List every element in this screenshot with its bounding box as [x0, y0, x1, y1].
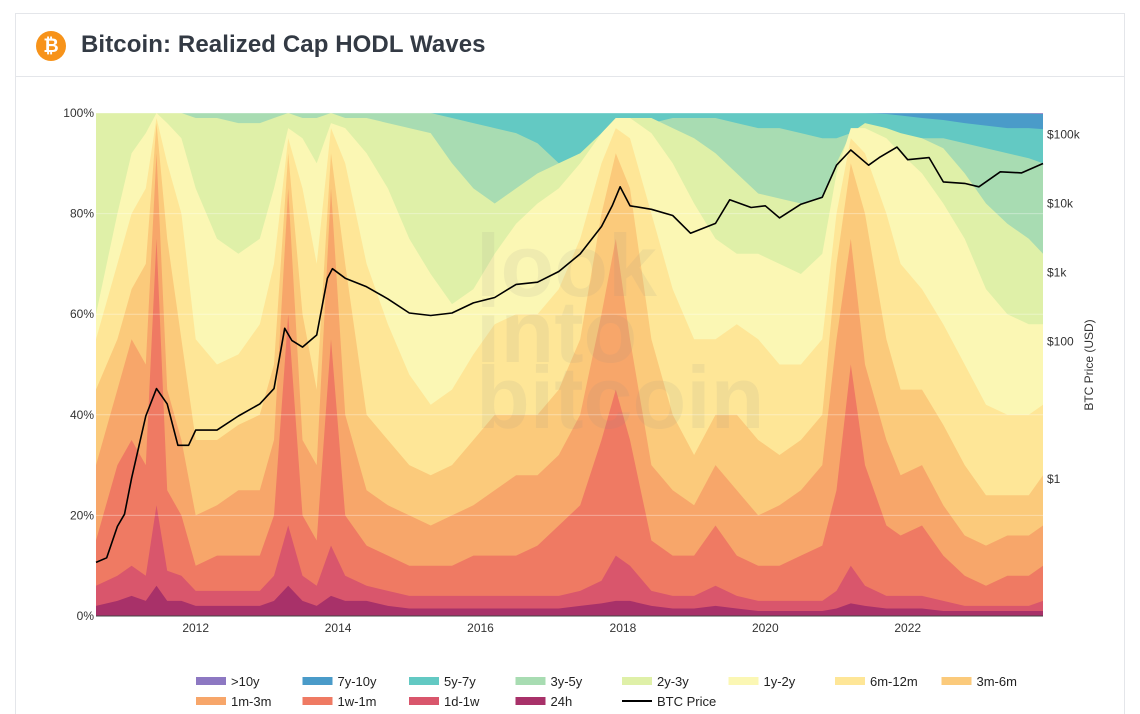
- legend-swatch: [409, 697, 439, 705]
- legend-swatch: [515, 697, 546, 705]
- legend-item-5y-7y[interactable]: 5y-7y: [409, 674, 476, 689]
- legend-item-btc-price[interactable]: BTC Price: [622, 694, 716, 709]
- legend-item-6m-12m[interactable]: 6m-12m: [835, 674, 918, 689]
- y-right-tick-label: $1k: [1047, 266, 1067, 280]
- legend-label: 6m-12m: [870, 674, 918, 689]
- page-title: Bitcoin: Realized Cap HODL Waves: [81, 31, 486, 58]
- legend-label: 1y-2y: [764, 674, 796, 689]
- y-right-tick-label: $10k: [1047, 197, 1074, 211]
- x-tick-label: 2016: [467, 621, 494, 635]
- legend-swatch: [196, 697, 226, 705]
- y-left-tick-label: 0%: [77, 609, 95, 623]
- legend-item-7y-10y[interactable]: 7y-10y: [302, 674, 378, 689]
- bitcoin-logo-icon: ₿: [36, 31, 66, 61]
- y-right-axis-title: BTC Price (USD): [1082, 319, 1096, 410]
- watermark-text: bitcoin: [476, 348, 764, 447]
- y-left-tick-label: 20%: [70, 508, 94, 522]
- price-layer: [95, 146, 1044, 564]
- legend-label: 3m-6m: [977, 674, 1017, 689]
- y-right-tick-label: $100: [1047, 334, 1074, 348]
- area-layer: [96, 113, 1043, 617]
- legend-item-2y-3y[interactable]: 2y-3y: [622, 674, 689, 689]
- y-left-tick-label: 40%: [70, 408, 94, 422]
- legend-swatch: [728, 677, 759, 685]
- legend-swatch: [622, 677, 652, 685]
- legend-label: 1w-1m: [338, 694, 377, 709]
- y-right-tick-label: $100k: [1047, 128, 1081, 142]
- legend-label: 2y-3y: [657, 674, 689, 689]
- legend-label: 3y-5y: [551, 674, 583, 689]
- x-tick-label: 2014: [325, 621, 352, 635]
- area-24h: [96, 585, 1043, 616]
- legend-item-gt10y[interactable]: >10y: [196, 674, 260, 689]
- x-tick-label: 2018: [610, 621, 637, 635]
- area-1w-1m: [96, 238, 1043, 617]
- legend-item-24h[interactable]: 24h: [515, 694, 573, 709]
- y-left-tick-label: 80%: [70, 207, 94, 221]
- legend-swatch: [835, 677, 865, 685]
- y-left-tick-label: 60%: [70, 307, 94, 321]
- y-left-tick-label: 100%: [63, 106, 94, 120]
- legend-swatch: [409, 677, 439, 685]
- legend-item-1m-3m[interactable]: 1m-3m: [196, 694, 271, 709]
- legend-label: 1m-3m: [231, 694, 271, 709]
- area-1d-1w: [96, 505, 1043, 616]
- legend-swatch: [515, 677, 546, 685]
- x-tick-label: 2022: [894, 621, 921, 635]
- legend-label: 24h: [551, 694, 573, 709]
- watermark-text: into: [476, 282, 637, 381]
- legend-item-1d-1w[interactable]: 1d-1w: [409, 694, 480, 709]
- legend-label: >10y: [231, 674, 260, 689]
- legend-label: 1d-1w: [444, 694, 480, 709]
- legend-label: 7y-10y: [338, 674, 378, 689]
- btc-price-line: [95, 146, 1044, 564]
- y-right-tick-label: $1: [1047, 472, 1061, 486]
- legend-swatch: [302, 697, 333, 705]
- x-tick-label: 2020: [752, 621, 779, 635]
- legend-item-1w-1m[interactable]: 1w-1m: [302, 694, 377, 709]
- legend-label: 5y-7y: [444, 674, 476, 689]
- legend-swatch: [941, 677, 972, 685]
- legend-swatch: [302, 677, 333, 685]
- legend-label: BTC Price: [657, 694, 716, 709]
- x-tick-label: 2012: [182, 621, 209, 635]
- legend-swatch: [196, 677, 226, 685]
- card-header: ₿ Bitcoin: Realized Cap HODL Waves: [16, 14, 1124, 77]
- legend-item-1y-2y[interactable]: 1y-2y: [728, 674, 796, 689]
- legend-item-3m-6m[interactable]: 3m-6m: [941, 674, 1017, 689]
- axes-layer: 0% 20% 40% 60% 80% 100% 2012 2014 2016 2018 2020 20…: [63, 106, 1096, 635]
- legend: >10y 7y-10y 5y-7y 3y-5y 2y-3y 1y-2y 6m-12m 3m-6…: [196, 674, 1017, 709]
- legend-item-3y-5y[interactable]: 3y-5y: [515, 674, 583, 689]
